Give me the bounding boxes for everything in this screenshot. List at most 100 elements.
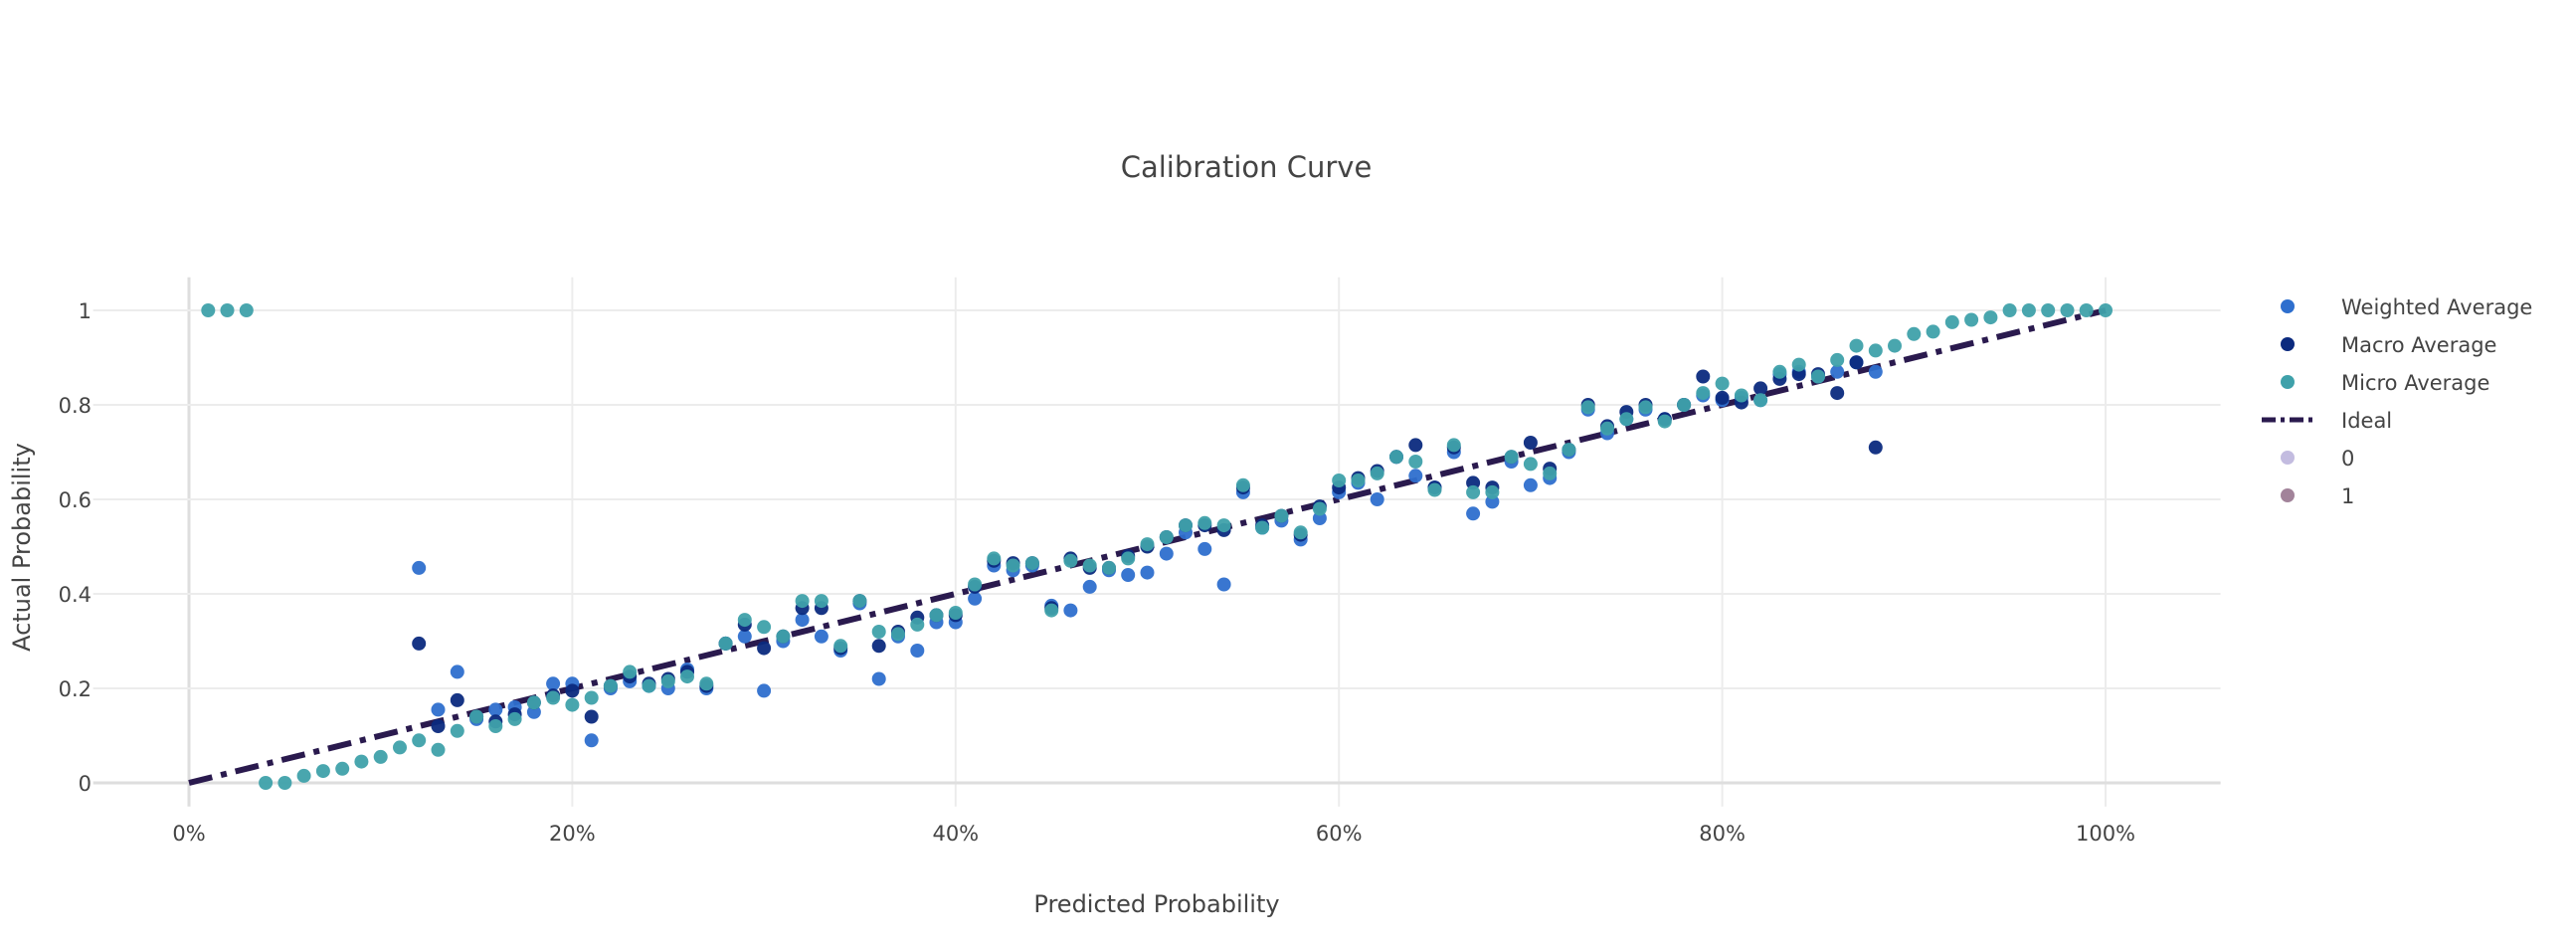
micro-average-point <box>1791 357 1806 372</box>
weighted-average-point <box>737 629 752 644</box>
legend-item[interactable]: 1 <box>2281 484 2354 508</box>
legend-label: Weighted Average <box>2341 295 2532 319</box>
micro-average-point <box>814 594 828 609</box>
micro-average-point <box>1466 484 1481 499</box>
ideal-line <box>188 307 2107 786</box>
micro-average-point <box>891 627 905 642</box>
micro-average-point <box>680 669 694 684</box>
micro-average-point <box>584 690 599 705</box>
macro-average-point <box>450 692 464 707</box>
weighted-average-point <box>1868 364 1883 379</box>
legend-item[interactable]: Micro Average <box>2281 371 2489 395</box>
x-tick-label: 0% <box>172 822 205 846</box>
macro-average-point <box>871 639 886 654</box>
weighted-average-point <box>450 664 464 679</box>
x-tick-label: 60% <box>1316 822 1363 846</box>
legend-item[interactable]: Weighted Average <box>2281 295 2532 319</box>
micro-average-point <box>450 723 464 738</box>
micro-average-point <box>1657 414 1672 429</box>
micro-average-point <box>373 749 388 764</box>
micro-average-point <box>1504 450 1519 465</box>
micro-average-point <box>277 776 292 790</box>
micro-average-point <box>2041 303 2056 317</box>
legend-label: Macro Average <box>2341 333 2496 357</box>
macro-average-point <box>412 636 427 651</box>
micro-average-point <box>987 551 1002 566</box>
micro-average-point <box>910 617 925 632</box>
micro-average-point <box>1408 455 1423 469</box>
micro-average-point <box>1274 508 1289 523</box>
legend-item[interactable]: Ideal <box>2262 409 2392 433</box>
weighted-average-point <box>1159 546 1174 561</box>
weighted-average-point <box>1121 568 1136 582</box>
grid <box>92 277 2221 807</box>
weighted-average-point <box>488 702 503 717</box>
weighted-average-point <box>871 671 886 686</box>
micro-average-point <box>259 776 274 790</box>
micro-average-point <box>565 697 580 712</box>
micro-average-point <box>852 594 867 609</box>
weighted-average-point <box>1370 492 1384 506</box>
micro-average-point <box>1255 520 1270 535</box>
legend-swatch <box>2281 488 2295 502</box>
micro-average-point <box>795 594 810 609</box>
micro-average-point <box>526 695 541 710</box>
micro-average-point <box>201 303 216 317</box>
weighted-average-point <box>968 591 983 606</box>
micro-average-point <box>1543 466 1558 480</box>
micro-average-point <box>393 740 407 755</box>
legend-item[interactable]: Macro Average <box>2281 333 2496 357</box>
x-tick-label: 80% <box>1699 822 1746 846</box>
y-tick-label: 0.4 <box>59 583 92 607</box>
micro-average-point <box>2060 303 2075 317</box>
micro-average-point <box>1562 443 1576 458</box>
weighted-average-point <box>757 683 772 698</box>
weighted-average-point <box>795 613 810 628</box>
micro-average-point <box>833 639 848 654</box>
micro-average-point <box>1427 482 1442 497</box>
micro-average-point <box>1926 324 1940 339</box>
ideal-line-layer <box>188 307 2107 786</box>
micro-average-point <box>2002 303 2017 317</box>
micro-average-point <box>623 664 638 679</box>
legend-swatch <box>2281 375 2295 389</box>
micro-average-point <box>1082 558 1097 573</box>
y-tick-label: 0.8 <box>59 394 92 418</box>
macro-average-point <box>1753 381 1768 396</box>
legend-label: Ideal <box>2341 409 2392 433</box>
micro-average-point <box>1888 338 1902 353</box>
weighted-average-point <box>1466 506 1481 521</box>
micro-average-point <box>507 711 522 726</box>
weighted-average-point <box>814 629 828 644</box>
micro-average-point <box>469 709 484 724</box>
micro-average-point <box>488 719 503 733</box>
weighted-average-point <box>1197 541 1212 556</box>
y-tick-label: 1 <box>79 299 92 323</box>
micro-average-point <box>1830 352 1845 367</box>
micro-average-point <box>1312 501 1327 516</box>
weighted-average-point <box>431 702 446 717</box>
micro-average-point <box>2079 303 2094 317</box>
y-tick-label: 0.6 <box>59 488 92 512</box>
micro-average-point <box>1944 314 1959 329</box>
weighted-average-point <box>412 560 427 575</box>
micro-average-point <box>1332 474 1347 487</box>
legend-swatch <box>2281 337 2295 351</box>
micro-average-point <box>431 742 446 757</box>
micro-average-point <box>220 303 235 317</box>
micro-average-point <box>335 761 350 776</box>
micro-average-point <box>1580 400 1595 415</box>
weighted-average-point <box>1408 469 1423 483</box>
macro-average-point <box>1408 438 1423 453</box>
weighted-average-point <box>1216 577 1231 592</box>
micro-average-point <box>1024 556 1039 571</box>
macro-average-point <box>431 719 446 733</box>
micro-average-point <box>1063 553 1078 568</box>
micro-average-point <box>1293 525 1308 540</box>
micro-average-point <box>929 608 944 623</box>
legend-item[interactable]: 0 <box>2281 447 2354 471</box>
weighted-average-point <box>584 733 599 748</box>
micro-average-point <box>1351 474 1366 487</box>
micro-average-point <box>1696 386 1711 401</box>
micro-average-point <box>1216 518 1231 533</box>
